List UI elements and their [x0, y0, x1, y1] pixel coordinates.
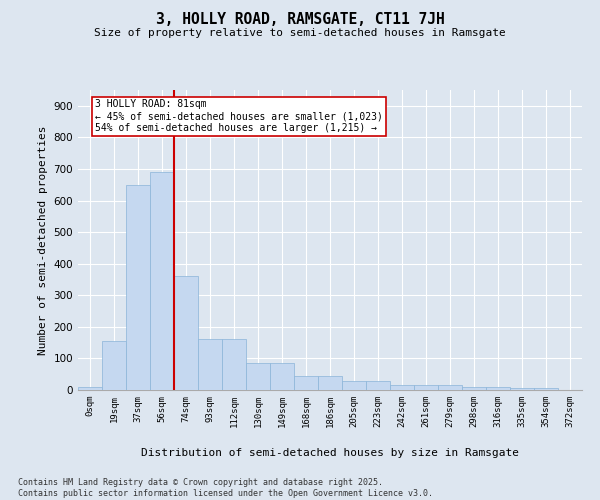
Y-axis label: Number of semi-detached properties: Number of semi-detached properties — [38, 125, 48, 355]
Text: 3 HOLLY ROAD: 81sqm
← 45% of semi-detached houses are smaller (1,023)
54% of sem: 3 HOLLY ROAD: 81sqm ← 45% of semi-detach… — [95, 100, 383, 132]
Text: Size of property relative to semi-detached houses in Ramsgate: Size of property relative to semi-detach… — [94, 28, 506, 38]
Bar — [174, 276, 198, 390]
Bar — [102, 341, 126, 390]
Bar — [366, 380, 390, 390]
Bar — [270, 363, 294, 390]
Bar — [78, 387, 102, 390]
Bar — [198, 340, 222, 390]
Bar — [342, 380, 366, 390]
Bar — [534, 388, 558, 390]
Text: Contains HM Land Registry data © Crown copyright and database right 2025.
Contai: Contains HM Land Registry data © Crown c… — [18, 478, 433, 498]
Bar — [126, 184, 150, 390]
Bar — [438, 386, 462, 390]
Bar — [510, 388, 534, 390]
Bar — [390, 386, 414, 390]
Text: Distribution of semi-detached houses by size in Ramsgate: Distribution of semi-detached houses by … — [141, 448, 519, 458]
Text: 3, HOLLY ROAD, RAMSGATE, CT11 7JH: 3, HOLLY ROAD, RAMSGATE, CT11 7JH — [155, 12, 445, 28]
Bar — [486, 387, 510, 390]
Bar — [222, 340, 246, 390]
Bar — [462, 387, 486, 390]
Bar — [246, 363, 270, 390]
Bar — [318, 376, 342, 390]
Bar — [414, 386, 438, 390]
Bar — [294, 376, 318, 390]
Bar — [150, 172, 174, 390]
